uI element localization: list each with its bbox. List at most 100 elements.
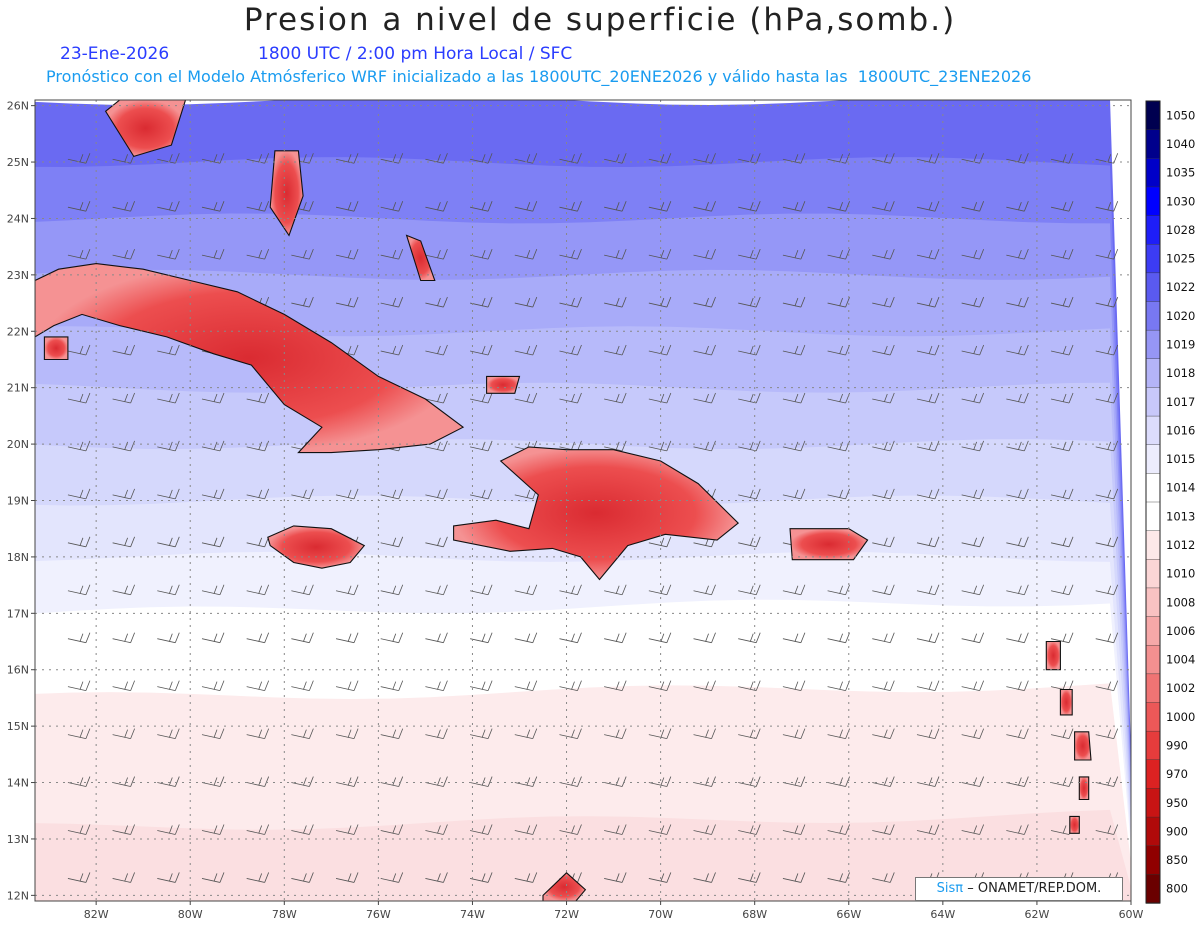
wind-barb xyxy=(246,488,270,500)
wind-barb xyxy=(1095,296,1119,308)
wind-barb xyxy=(1006,776,1029,787)
wind-barb xyxy=(961,776,985,787)
wind-barb xyxy=(916,153,940,164)
wind-barb xyxy=(112,824,135,835)
wind-barb xyxy=(604,872,627,883)
legend-label: 800 xyxy=(1166,882,1188,896)
island-great-inagua xyxy=(486,375,521,394)
wind-barb xyxy=(1050,344,1074,356)
wind-barb xyxy=(738,536,761,548)
wind-barb xyxy=(648,584,672,596)
wind-barb xyxy=(738,728,761,739)
wind-barb xyxy=(961,344,985,356)
wind-barb xyxy=(1050,201,1074,212)
wind-barb xyxy=(738,392,761,404)
wind-barb xyxy=(67,344,91,356)
wind-barb xyxy=(782,440,806,452)
wind-barb xyxy=(246,728,270,739)
wind-barb xyxy=(157,632,180,644)
wind-barb xyxy=(112,728,135,739)
wind-barb xyxy=(1050,296,1074,308)
wind-barb xyxy=(470,728,493,739)
wind-barb xyxy=(961,488,985,500)
wind-barb xyxy=(380,488,404,500)
wind-barb xyxy=(157,201,180,212)
legend-label: 1035 xyxy=(1166,166,1195,180)
legend-swatch xyxy=(1145,874,1161,904)
lat-lon-grid xyxy=(35,100,1132,901)
wind-barb xyxy=(112,392,135,404)
wind-barb xyxy=(872,440,895,452)
wind-barb xyxy=(201,392,225,404)
wind-barb xyxy=(648,872,672,883)
wind-barb xyxy=(112,680,135,692)
wind-barb xyxy=(1095,776,1119,787)
wind-barb xyxy=(1095,680,1119,692)
wind-barb xyxy=(380,344,404,356)
wind-barb xyxy=(1095,392,1119,404)
wind-barb xyxy=(335,824,359,835)
wind-barb xyxy=(738,776,761,787)
y-tick-label: 23N xyxy=(7,269,29,282)
wind-barb xyxy=(559,632,582,644)
wind-barb xyxy=(693,440,716,452)
wind-barb xyxy=(1006,440,1029,452)
wind-barb xyxy=(693,776,716,787)
wind-barb xyxy=(961,680,985,692)
wind-barb xyxy=(559,201,582,212)
wind-barb xyxy=(246,440,270,452)
wind-barb xyxy=(335,872,359,883)
wind-barb xyxy=(157,680,180,692)
wind-barb xyxy=(380,632,404,644)
wind-barb xyxy=(916,536,940,548)
wind-barb xyxy=(425,872,448,883)
wind-barb xyxy=(157,584,180,596)
wind-barb xyxy=(872,824,895,835)
wind-barb xyxy=(112,488,135,500)
island-st-lucia xyxy=(1078,776,1090,801)
legend-swatch xyxy=(1145,387,1161,417)
legend-label: 1012 xyxy=(1166,538,1195,552)
wind-barb xyxy=(380,296,404,308)
legend-label: 1010 xyxy=(1166,567,1195,581)
x-tick-label: 66W xyxy=(836,908,861,921)
wind-barb xyxy=(425,536,448,548)
wind-barb xyxy=(335,201,359,212)
wind-barb xyxy=(782,872,806,883)
wind-barb xyxy=(1006,248,1029,260)
wind-barb xyxy=(738,824,761,835)
wind-barb xyxy=(425,728,448,739)
wind-barb xyxy=(67,440,91,452)
wind-barb xyxy=(1095,488,1119,500)
wind-barb xyxy=(335,728,359,739)
wind-barb xyxy=(604,728,627,739)
land-masses xyxy=(35,100,1092,901)
legend-swatch xyxy=(1145,473,1161,503)
wind-barb xyxy=(648,201,672,212)
wind-barb xyxy=(157,872,180,883)
legend-swatch xyxy=(1145,444,1161,475)
y-tick-label: 25N xyxy=(7,156,29,169)
wind-barb xyxy=(514,248,538,260)
legend-label: 1000 xyxy=(1166,710,1195,724)
wind-barb xyxy=(291,248,314,260)
wind-barb xyxy=(872,344,895,356)
wind-barb xyxy=(201,584,225,596)
x-tick-label: 68W xyxy=(742,908,767,921)
legend-frame xyxy=(1145,100,1161,904)
wind-barb xyxy=(246,201,270,212)
y-tick-label: 15N xyxy=(7,720,29,733)
wind-barb xyxy=(425,632,448,644)
wind-barb xyxy=(1095,440,1119,452)
wind-barb xyxy=(112,632,135,644)
island-andros xyxy=(269,150,304,237)
wind-barb xyxy=(827,872,850,883)
wind-barb xyxy=(648,392,672,404)
wind-barb xyxy=(335,680,359,692)
legend-swatch xyxy=(1145,501,1161,532)
wind-barb xyxy=(201,440,225,452)
legend-label: 1017 xyxy=(1166,395,1195,409)
wind-barb xyxy=(559,153,582,164)
credit-box: Sisπ – ONAMET/REP.DOM. xyxy=(915,877,1123,901)
wind-barb xyxy=(335,488,359,500)
